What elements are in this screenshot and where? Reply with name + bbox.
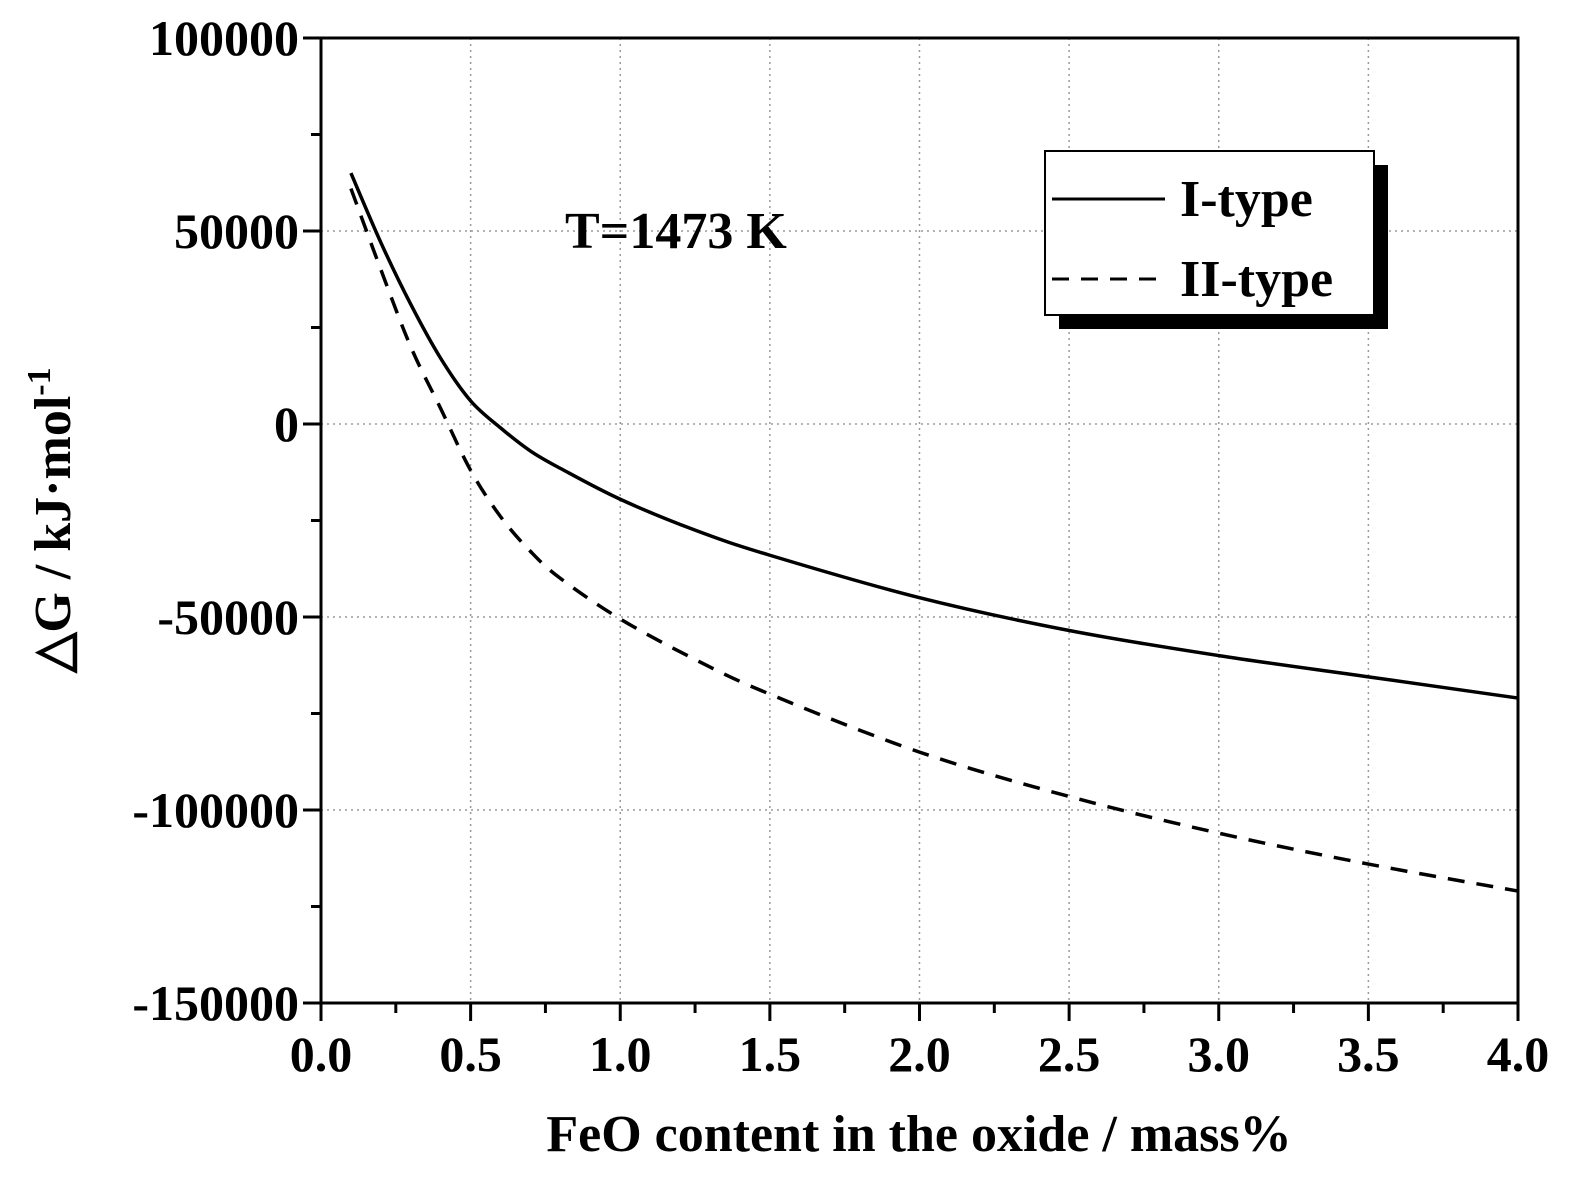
y-tick-labels: -150000 -100000 -50000 0 50000 100000	[132, 10, 299, 1031]
x-tick-label-8: 4.0	[1487, 1026, 1550, 1082]
x-tick-label-3: 1.5	[739, 1026, 802, 1082]
x-tick-label-5: 2.5	[1038, 1026, 1101, 1082]
y-tick-label-0: -150000	[132, 975, 299, 1031]
x-tick-label-7: 3.5	[1337, 1026, 1400, 1082]
x-tick-label-1: 0.5	[439, 1026, 502, 1082]
series-line-ii-type	[349, 187, 1519, 893]
legend: I-type II-type	[1044, 150, 1388, 329]
y-tick-label-4: 50000	[174, 203, 299, 259]
legend-box	[1044, 150, 1375, 316]
y-axis-title-superscript: -1	[21, 367, 58, 395]
x-tick-label-6: 3.0	[1188, 1026, 1251, 1082]
y-axis-title: △G / kJ·mol-1	[21, 367, 82, 674]
x-tick-labels: 0.0 0.5 1.0 1.5 2.0 2.5 3.0 3.5 4.0	[290, 1026, 1550, 1082]
x-tick-label-4: 2.0	[888, 1026, 951, 1082]
y-axis-title-main: △G / kJ·mol	[25, 396, 82, 675]
legend-label-ii-type: II-type	[1180, 251, 1333, 308]
y-tick-label-3: 0	[274, 396, 299, 452]
x-axis-title: FeO content in the oxide / mass%	[546, 1106, 1291, 1163]
y-tick-label-1: -100000	[132, 782, 299, 838]
legend-label-i-type: I-type	[1180, 171, 1313, 228]
axis-ticks	[303, 36, 1520, 1021]
y-tick-label-2: -50000	[157, 589, 299, 645]
series-line-i-type	[349, 172, 1519, 700]
temperature-annotation: T=1473 K	[565, 203, 787, 260]
grid-lines	[321, 38, 1518, 1003]
series-lines	[349, 172, 1519, 893]
y-tick-label-5: 100000	[149, 10, 299, 66]
x-tick-label-2: 1.0	[589, 1026, 652, 1082]
x-tick-label-0: 0.0	[290, 1026, 353, 1082]
